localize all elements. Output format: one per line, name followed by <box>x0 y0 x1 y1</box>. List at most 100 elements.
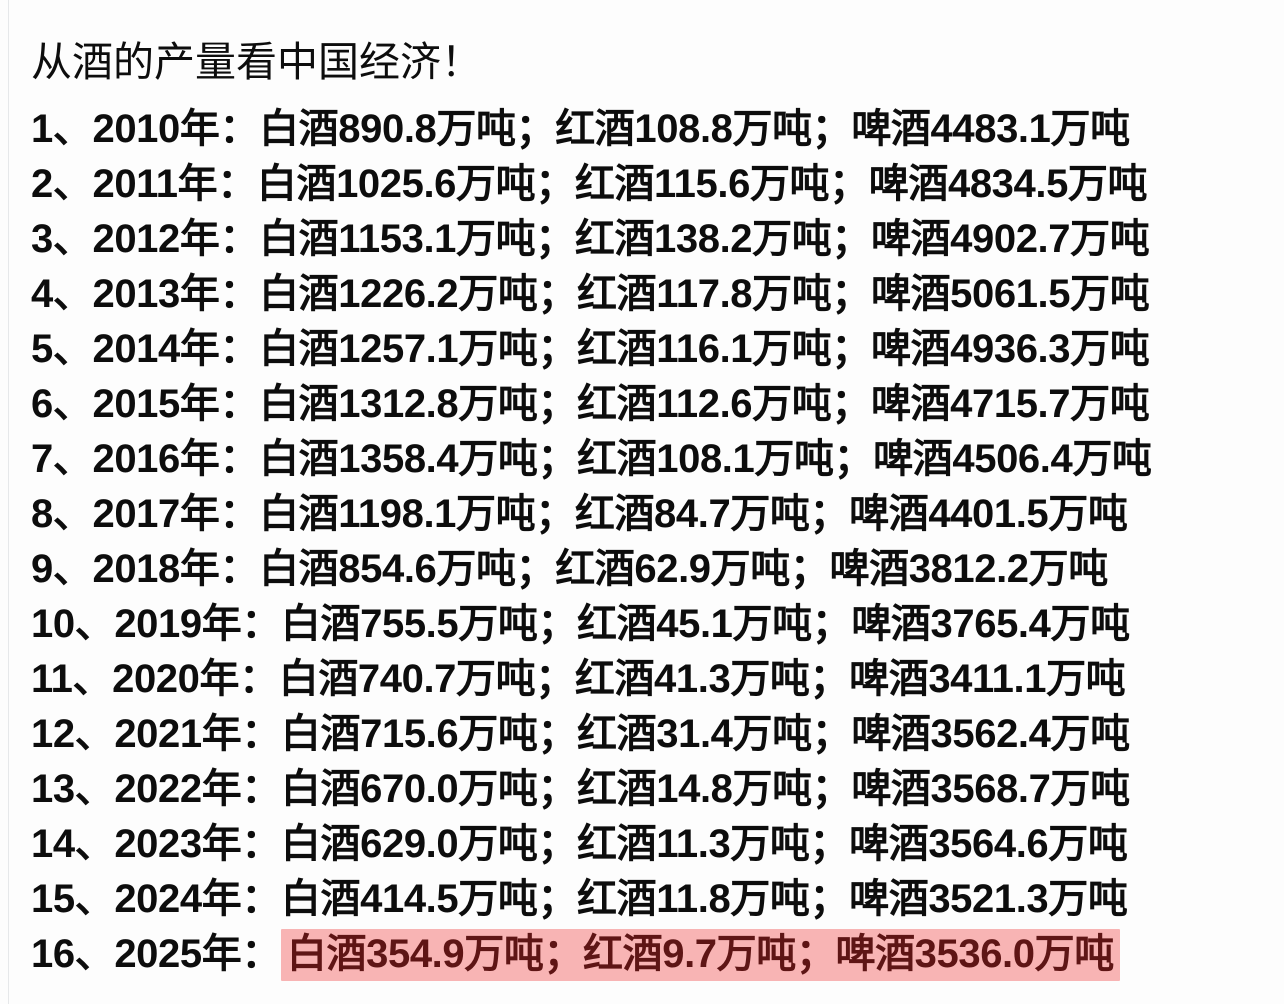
value-separator: ； <box>831 327 871 371</box>
baijiu-value: 1226.2 <box>338 272 459 316</box>
row-year: 2016 <box>92 437 180 481</box>
pijiu-value: 4834.5 <box>947 162 1068 206</box>
value-separator: ； <box>795 932 836 976</box>
baijiu-unit: 万吨 <box>458 382 538 426</box>
pijiu-unit: 万吨 <box>1050 107 1130 151</box>
value-separator: ； <box>537 602 578 646</box>
pijiu-label: 啤酒 <box>851 712 931 756</box>
production-row: 6、2015年：白酒1312.8万吨；红酒112.6万吨；啤酒4715.7万吨 <box>31 377 1271 432</box>
value-separator: ； <box>537 877 578 921</box>
value-separator: ； <box>535 657 575 701</box>
hongjiu-unit: 万吨 <box>716 932 797 976</box>
production-row: 14、2023年：白酒629.0万吨；红酒11.3万吨；啤酒3564.6万吨 <box>31 817 1271 872</box>
baijiu-unit: 万吨 <box>458 272 538 316</box>
row-year: 2019 <box>114 602 202 646</box>
baijiu-value: 1358.4 <box>338 437 459 481</box>
production-row: 15、2024年：白酒414.5万吨；红酒11.8万吨；啤酒3521.3万吨 <box>31 872 1271 927</box>
value-separator: ； <box>537 272 578 316</box>
year-suffix: 年 <box>201 822 242 866</box>
baijiu-label: 白酒 <box>259 547 339 591</box>
baijiu-label: 白酒 <box>259 217 339 261</box>
pijiu-value: 3812.2 <box>908 547 1029 591</box>
year-suffix: 年 <box>179 547 220 591</box>
baijiu-label: 白酒 <box>259 492 339 536</box>
pijiu-value: 3568.7 <box>930 767 1051 811</box>
value-separator: ； <box>831 272 871 316</box>
hongjiu-unit: 万吨 <box>752 272 832 316</box>
hongjiu-unit: 万吨 <box>749 162 830 206</box>
hongjiu-label: 红酒 <box>574 162 655 206</box>
baijiu-label: 白酒 <box>259 437 339 481</box>
row-index: 5 <box>31 327 53 371</box>
production-row: 2、2011年：白酒1025.6万吨；红酒115.6万吨；啤酒4834.5万吨 <box>31 157 1271 212</box>
baijiu-label: 白酒 <box>286 932 367 976</box>
row-index: 1 <box>31 107 53 151</box>
value-separator: ； <box>811 602 852 646</box>
row-year: 2015 <box>92 382 180 426</box>
value-separator: ； <box>809 822 850 866</box>
pijiu-unit: 万吨 <box>1034 932 1115 976</box>
year-suffix: 年 <box>179 272 220 316</box>
row-values: 白酒740.7万吨；红酒41.3万吨；啤酒3411.1万吨 <box>279 657 1126 701</box>
value-separator: ； <box>809 492 850 536</box>
row-index: 16 <box>31 932 75 976</box>
hongjiu-value: 108.1 <box>656 437 755 481</box>
baijiu-unit: 万吨 <box>436 547 516 591</box>
enumeration-mark: 、 <box>72 657 113 701</box>
value-separator: ； <box>829 162 869 206</box>
row-colon: ： <box>219 547 260 591</box>
baijiu-label: 白酒 <box>280 767 361 811</box>
pijiu-label: 啤酒 <box>829 547 909 591</box>
baijiu-value: 1312.8 <box>338 382 459 426</box>
row-index: 14 <box>31 822 75 866</box>
pijiu-label: 啤酒 <box>851 107 931 151</box>
value-separator: ； <box>809 657 850 701</box>
year-suffix: 年 <box>199 657 240 701</box>
row-colon: ： <box>241 877 281 921</box>
baijiu-value: 854.6 <box>338 547 437 591</box>
row-values: 白酒1257.1万吨；红酒116.1万吨；啤酒4936.3万吨 <box>259 327 1150 371</box>
row-year: 2024 <box>114 877 202 921</box>
row-colon: ： <box>217 162 257 206</box>
row-year: 2011 <box>92 162 178 206</box>
value-separator: ； <box>811 712 852 756</box>
value-separator: ； <box>811 767 852 811</box>
hongjiu-unit: 万吨 <box>732 767 813 811</box>
value-separator: ； <box>831 217 871 261</box>
hongjiu-value: 9.7 <box>662 932 717 976</box>
enumeration-mark: 、 <box>52 217 93 261</box>
baijiu-unit: 万吨 <box>458 327 538 371</box>
baijiu-unit: 万吨 <box>464 932 544 976</box>
pijiu-value: 3536.0 <box>914 932 1035 976</box>
pijiu-unit: 万吨 <box>1048 492 1128 536</box>
pijiu-value: 3521.3 <box>928 877 1049 921</box>
year-suffix: 年 <box>201 932 242 976</box>
value-separator: ； <box>811 107 852 151</box>
hongjiu-label: 红酒 <box>574 657 655 701</box>
hongjiu-value: 108.8 <box>634 107 733 151</box>
production-row: 7、2016年：白酒1358.4万吨；红酒108.1万吨；啤酒4506.4万吨 <box>31 432 1271 487</box>
baijiu-unit: 万吨 <box>456 162 536 206</box>
production-row: 16、2025年： 白酒354.9万吨；红酒9.7万吨；啤酒3536.0万吨 <box>31 927 1271 982</box>
hongjiu-unit: 万吨 <box>752 327 832 371</box>
production-row: 3、2012年：白酒1153.1万吨；红酒138.2万吨；啤酒4902.7万吨 <box>31 212 1271 267</box>
hongjiu-unit: 万吨 <box>754 437 834 481</box>
pijiu-label: 啤酒 <box>849 657 929 701</box>
pijiu-unit: 万吨 <box>1067 162 1148 206</box>
left-edge-rule <box>8 0 9 1004</box>
baijiu-label: 白酒 <box>259 272 339 316</box>
row-colon: ： <box>241 602 281 646</box>
row-year: 2017 <box>92 492 180 536</box>
row-year: 2012 <box>92 217 180 261</box>
baijiu-value: 1153.1 <box>338 217 457 261</box>
pijiu-label: 啤酒 <box>851 602 931 646</box>
row-index: 10 <box>31 602 75 646</box>
row-colon: ： <box>219 217 260 261</box>
row-colon: ： <box>239 657 279 701</box>
hongjiu-label: 红酒 <box>555 547 635 591</box>
pijiu-label: 啤酒 <box>870 217 951 261</box>
year-suffix: 年 <box>201 712 242 756</box>
value-separator: ； <box>535 492 575 536</box>
hongjiu-value: 11.8 <box>656 877 731 921</box>
hongjiu-label: 红酒 <box>555 107 635 151</box>
